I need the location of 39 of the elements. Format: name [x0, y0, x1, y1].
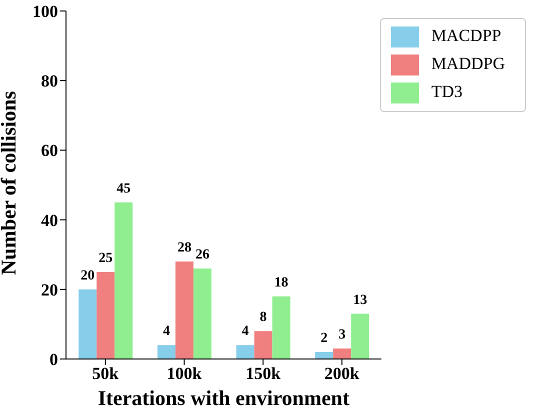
data-label: 4: [162, 324, 170, 340]
y-tick-label: 40: [41, 210, 58, 230]
data-label: 25: [98, 251, 113, 266]
data-label: 26: [195, 248, 210, 263]
bar: [272, 296, 290, 359]
bar: [315, 352, 334, 359]
legend-label: TD3: [431, 82, 462, 101]
data-label: 20: [80, 268, 95, 284]
data-label: 3: [338, 328, 346, 343]
data-label: 13: [353, 292, 368, 308]
bar: [254, 331, 272, 359]
x-tick-label: 100k: [166, 364, 202, 384]
bar: [114, 202, 133, 359]
y-tick-label: 60: [41, 141, 58, 160]
data-label: 2: [320, 331, 328, 346]
data-label: 18: [274, 275, 288, 290]
bar: [96, 272, 115, 359]
x-tick-label: 200k: [324, 364, 360, 384]
bar: [351, 314, 370, 359]
bar: [236, 345, 254, 359]
legend-label: MACDPP: [431, 26, 502, 45]
data-label: 4: [242, 324, 249, 340]
y-tick-label: 80: [41, 72, 58, 91]
y-tick-label: 0: [50, 350, 58, 370]
data-label: 45: [116, 181, 131, 196]
bar: [175, 262, 194, 359]
x-tick-label: 50k: [92, 364, 120, 384]
x-axis-title: Iterations with environment: [98, 386, 350, 410]
bar: [157, 345, 176, 359]
y-tick-label: 100: [32, 2, 58, 22]
bar: [193, 268, 212, 359]
bar: [333, 348, 352, 359]
x-tick-label: 150k: [246, 364, 282, 384]
legend-label: MADDPG: [431, 54, 505, 73]
data-label: 28: [177, 240, 192, 256]
data-label: 8: [260, 310, 267, 326]
y-tick-label: 20: [41, 280, 58, 300]
bar: [78, 289, 97, 359]
y-axis-title: Number of collisions: [0, 91, 20, 275]
